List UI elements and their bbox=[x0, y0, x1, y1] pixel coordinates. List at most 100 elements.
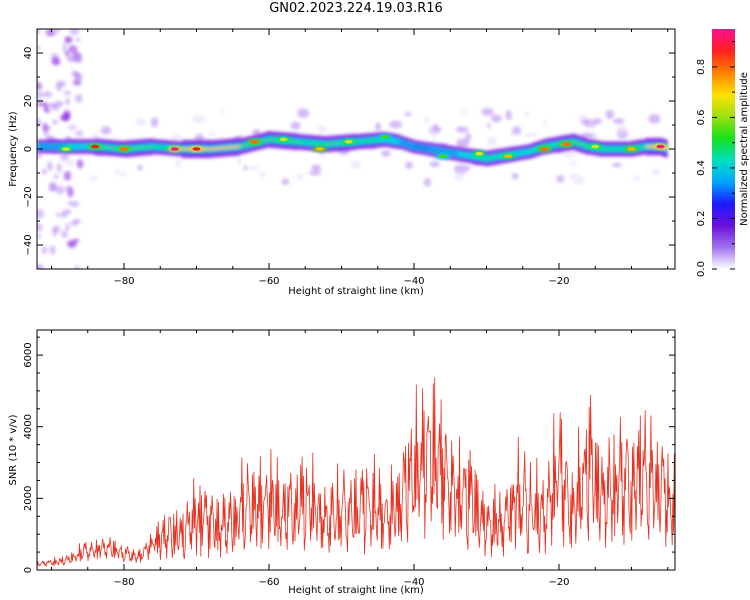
colorbar-scale bbox=[712, 29, 735, 269]
ridge-core bbox=[457, 152, 473, 158]
amplitude-blob bbox=[562, 142, 571, 146]
speckle-point bbox=[423, 177, 431, 187]
speckle-point bbox=[613, 118, 625, 125]
speckle-point bbox=[61, 230, 68, 239]
y-tick-label: 20 bbox=[23, 95, 34, 108]
speckle-point bbox=[52, 225, 61, 233]
speckle-point bbox=[491, 114, 502, 123]
speckle-point bbox=[281, 178, 290, 185]
speckle-point bbox=[237, 158, 242, 165]
spectrogram-speckle bbox=[37, 29, 668, 269]
speckle-point bbox=[524, 111, 530, 117]
colorbar-tick-label: 0.8 bbox=[696, 59, 707, 75]
speckle-point bbox=[296, 173, 304, 180]
speckle-point bbox=[59, 152, 69, 161]
speckle-point bbox=[375, 122, 381, 132]
speckle-point bbox=[192, 115, 205, 124]
colorbar: 0.0 0.2 0.4 0.6 0.8 Normalized spectral ampl… bbox=[696, 29, 750, 277]
speckle-point bbox=[572, 175, 585, 185]
speckle-point bbox=[466, 166, 471, 171]
snr-plot-area bbox=[37, 377, 675, 568]
amplitude-blob bbox=[120, 147, 128, 151]
speckle-point bbox=[73, 57, 83, 64]
snr-y-label: SNR (10 * v/v) bbox=[8, 414, 19, 485]
amplitude-blob bbox=[279, 137, 288, 142]
speckle-point bbox=[350, 160, 362, 170]
speckle-point bbox=[593, 118, 602, 125]
amplitude-blob bbox=[344, 140, 353, 144]
speckle-point bbox=[562, 151, 576, 158]
amplitude-blob bbox=[504, 154, 513, 158]
colorbar-tick-label: 0.6 bbox=[696, 109, 707, 125]
speckle-point bbox=[70, 200, 80, 208]
speckle-point bbox=[71, 70, 78, 78]
speckle-point bbox=[456, 138, 469, 148]
speckle-point bbox=[651, 167, 661, 176]
speckle-point bbox=[605, 110, 615, 120]
amplitude-blob bbox=[250, 140, 259, 144]
speckle-point bbox=[135, 117, 147, 127]
x-tick-label: −60 bbox=[258, 577, 279, 588]
speckle-point bbox=[455, 126, 469, 133]
speckle-point bbox=[76, 158, 84, 169]
speckle-point bbox=[114, 168, 120, 175]
speckle-point bbox=[68, 124, 77, 133]
amplitude-blob bbox=[62, 147, 70, 151]
ridge-core bbox=[297, 140, 328, 146]
spectrogram-axes: −80 −60 −40 −20 −40 −20 0 20 40 bbox=[23, 28, 675, 287]
speckle-point bbox=[460, 109, 467, 115]
speckle-point bbox=[89, 176, 99, 181]
spectrogram-panel: −80 −60 −40 −20 −40 −20 0 20 40 Height of straig… bbox=[8, 28, 676, 297]
speckle-point bbox=[37, 29, 41, 35]
speckle-point bbox=[100, 126, 112, 135]
ridge-core bbox=[515, 150, 531, 155]
speckle-point bbox=[633, 175, 641, 181]
y-tick-label: 6000 bbox=[23, 342, 34, 367]
speckle-point bbox=[45, 29, 56, 37]
speckle-point bbox=[64, 50, 70, 57]
amplitude-blob bbox=[170, 147, 179, 151]
speckle-point bbox=[454, 172, 465, 182]
x-tick-label: −80 bbox=[113, 577, 134, 588]
amplitude-blob bbox=[91, 144, 99, 149]
ridge-core bbox=[413, 145, 429, 151]
speckle-point bbox=[524, 132, 538, 138]
speckle-point bbox=[616, 125, 628, 135]
speckle-point bbox=[72, 79, 82, 86]
speckle-point bbox=[67, 240, 77, 248]
speckle-point bbox=[47, 102, 57, 108]
speckle-point bbox=[76, 37, 81, 43]
speckle-point bbox=[297, 108, 310, 119]
speckle-point bbox=[52, 119, 58, 125]
amplitude-blob bbox=[439, 154, 447, 158]
y-tick-label: 4000 bbox=[23, 414, 34, 439]
speckle-point bbox=[70, 220, 79, 226]
y-tick-label: −20 bbox=[23, 186, 34, 207]
speckle-point bbox=[37, 153, 42, 159]
speckle-point bbox=[65, 97, 70, 106]
speckle-point bbox=[37, 45, 40, 51]
speckle-point bbox=[150, 117, 159, 128]
speckle-point bbox=[243, 165, 248, 171]
ridge-core bbox=[442, 150, 458, 155]
speckle-point bbox=[249, 165, 260, 171]
speckle-point bbox=[404, 112, 412, 117]
colorbar-tick-label: 0.0 bbox=[696, 261, 707, 277]
speckle-point bbox=[481, 107, 494, 117]
speckle-point bbox=[41, 246, 48, 255]
speckle-point bbox=[43, 91, 53, 98]
speckle-point bbox=[65, 223, 70, 231]
amplitude-blob bbox=[381, 135, 389, 139]
amplitude-blob bbox=[475, 152, 484, 156]
speckle-point bbox=[75, 130, 84, 137]
speckle-point bbox=[290, 121, 301, 130]
speckle-point bbox=[137, 164, 143, 171]
speckle-point bbox=[453, 164, 468, 174]
x-tick-label: −60 bbox=[258, 276, 279, 287]
speckle-point bbox=[423, 116, 429, 124]
speckle-point bbox=[119, 172, 128, 177]
speckle-point bbox=[59, 212, 68, 218]
amplitude-blob bbox=[627, 147, 636, 151]
speckle-point bbox=[37, 264, 44, 269]
speckle-point bbox=[67, 187, 74, 198]
